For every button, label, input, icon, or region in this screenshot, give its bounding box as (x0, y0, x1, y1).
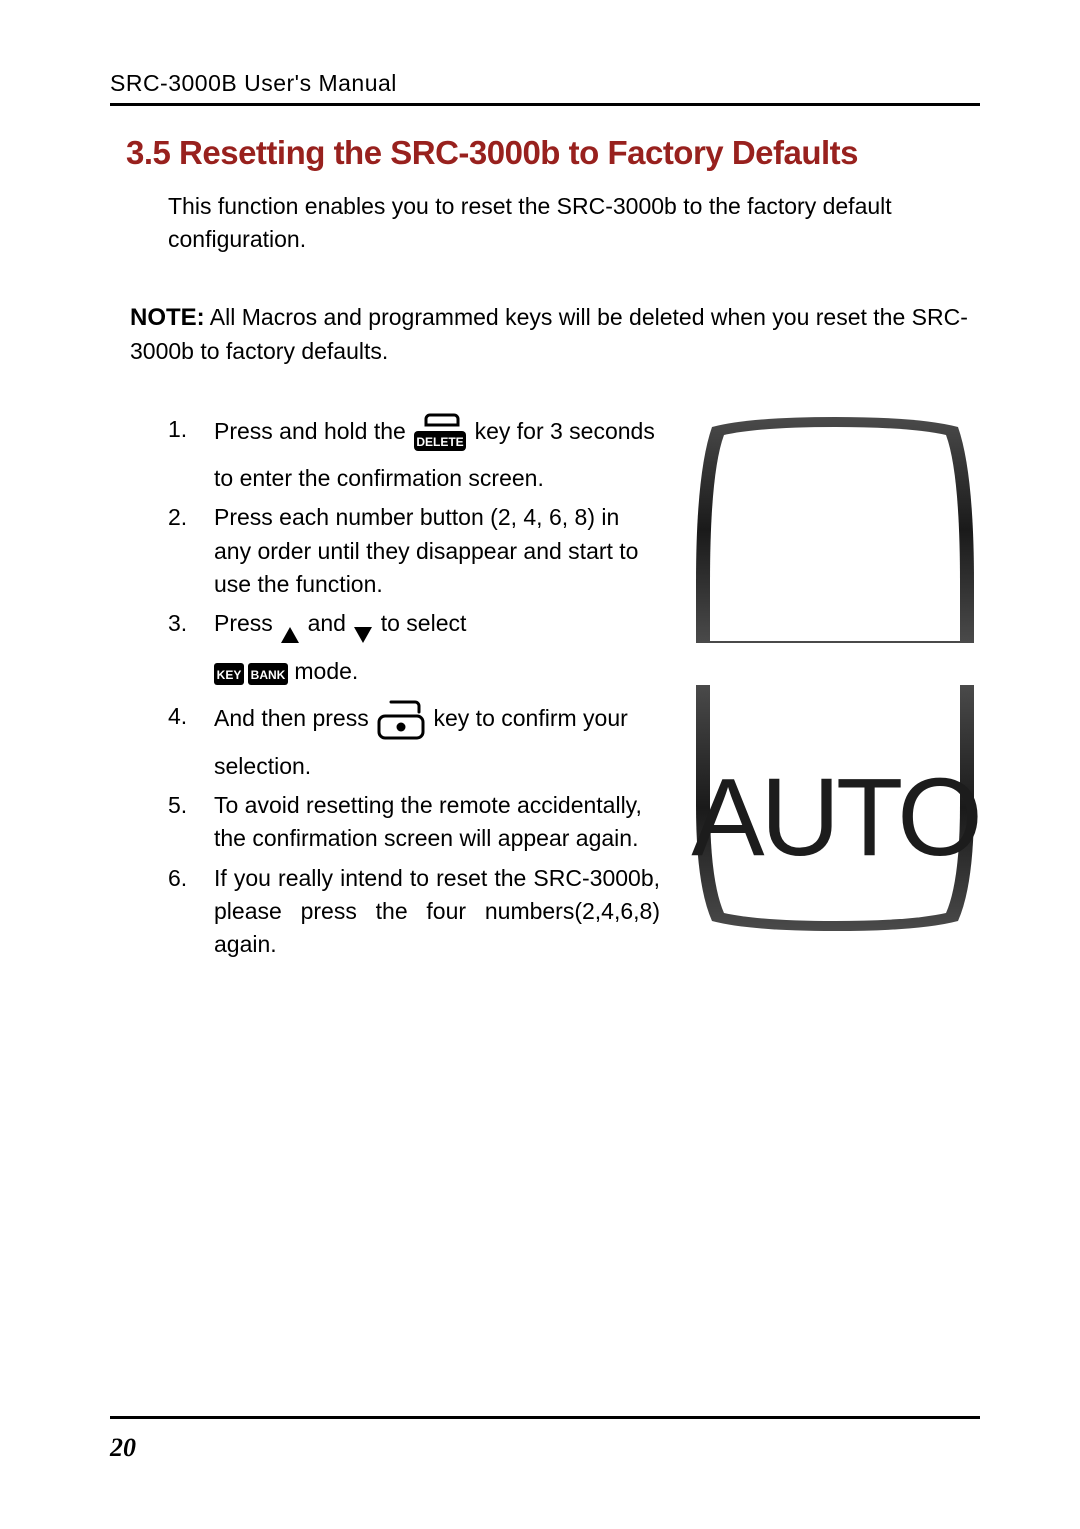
screen-figure-blank (690, 413, 980, 643)
section-heading: 3.5 Resetting the SRC-3000b to Factory D… (110, 134, 980, 172)
note-label: NOTE: (130, 304, 205, 331)
steps-list: Press and hold the DELETE key for 3 seco… (110, 413, 660, 962)
step-2-text: Press each number button (2, 4, 6, 8) in… (214, 504, 638, 597)
up-triangle-icon (279, 621, 301, 654)
step-3: Press and to select KEY BANK mode. (168, 607, 660, 694)
step-3-text-c: to select (374, 610, 466, 636)
step-3-text-b: and (301, 610, 352, 636)
step-2: Press each number button (2, 4, 6, 8) in… (168, 501, 660, 601)
steps-column: Press and hold the DELETE key for 3 seco… (110, 413, 660, 968)
step-1: Press and hold the DELETE key for 3 seco… (168, 413, 660, 496)
svg-text:KEY: KEY (217, 668, 242, 682)
figures-column: AUTO (690, 413, 980, 968)
page-number: 20 (110, 1433, 136, 1463)
svg-text:DELETE: DELETE (417, 435, 464, 449)
step-1-text-a: Press and hold the (214, 418, 412, 444)
step-4: And then press key to confirm your selec… (168, 700, 660, 783)
svg-text:BANK: BANK (251, 668, 286, 682)
running-header: SRC-3000B User's Manual (110, 70, 980, 106)
screen-figure-auto: AUTO (690, 685, 980, 935)
down-triangle-icon (352, 621, 374, 654)
key-bank-icon: KEY BANK (214, 661, 288, 694)
step-6: If you really intend to reset the SRC-30… (168, 862, 660, 962)
note-block: NOTE: All Macros and programmed keys wil… (110, 301, 980, 369)
enter-key-icon (375, 700, 427, 749)
step-5: To avoid resetting the remote accidental… (168, 789, 660, 856)
two-column-layout: Press and hold the DELETE key for 3 seco… (110, 413, 980, 968)
note-text: All Macros and programmed keys will be d… (130, 304, 968, 365)
section-intro: This function enables you to reset the S… (110, 190, 980, 257)
screen-label-auto: AUTO (691, 756, 979, 879)
step-3-text-a: Press (214, 610, 279, 636)
step-3-text-d: mode. (288, 658, 358, 684)
delete-key-icon: DELETE (412, 413, 468, 462)
step-4-text-a: And then press (214, 705, 375, 731)
step-6-text: If you really intend to reset the SRC-30… (214, 865, 660, 958)
step-5-text: To avoid resetting the remote accidental… (214, 792, 642, 851)
manual-page: SRC-3000B User's Manual 3.5 Resetting th… (0, 0, 1080, 1529)
footer-rule (110, 1416, 980, 1419)
